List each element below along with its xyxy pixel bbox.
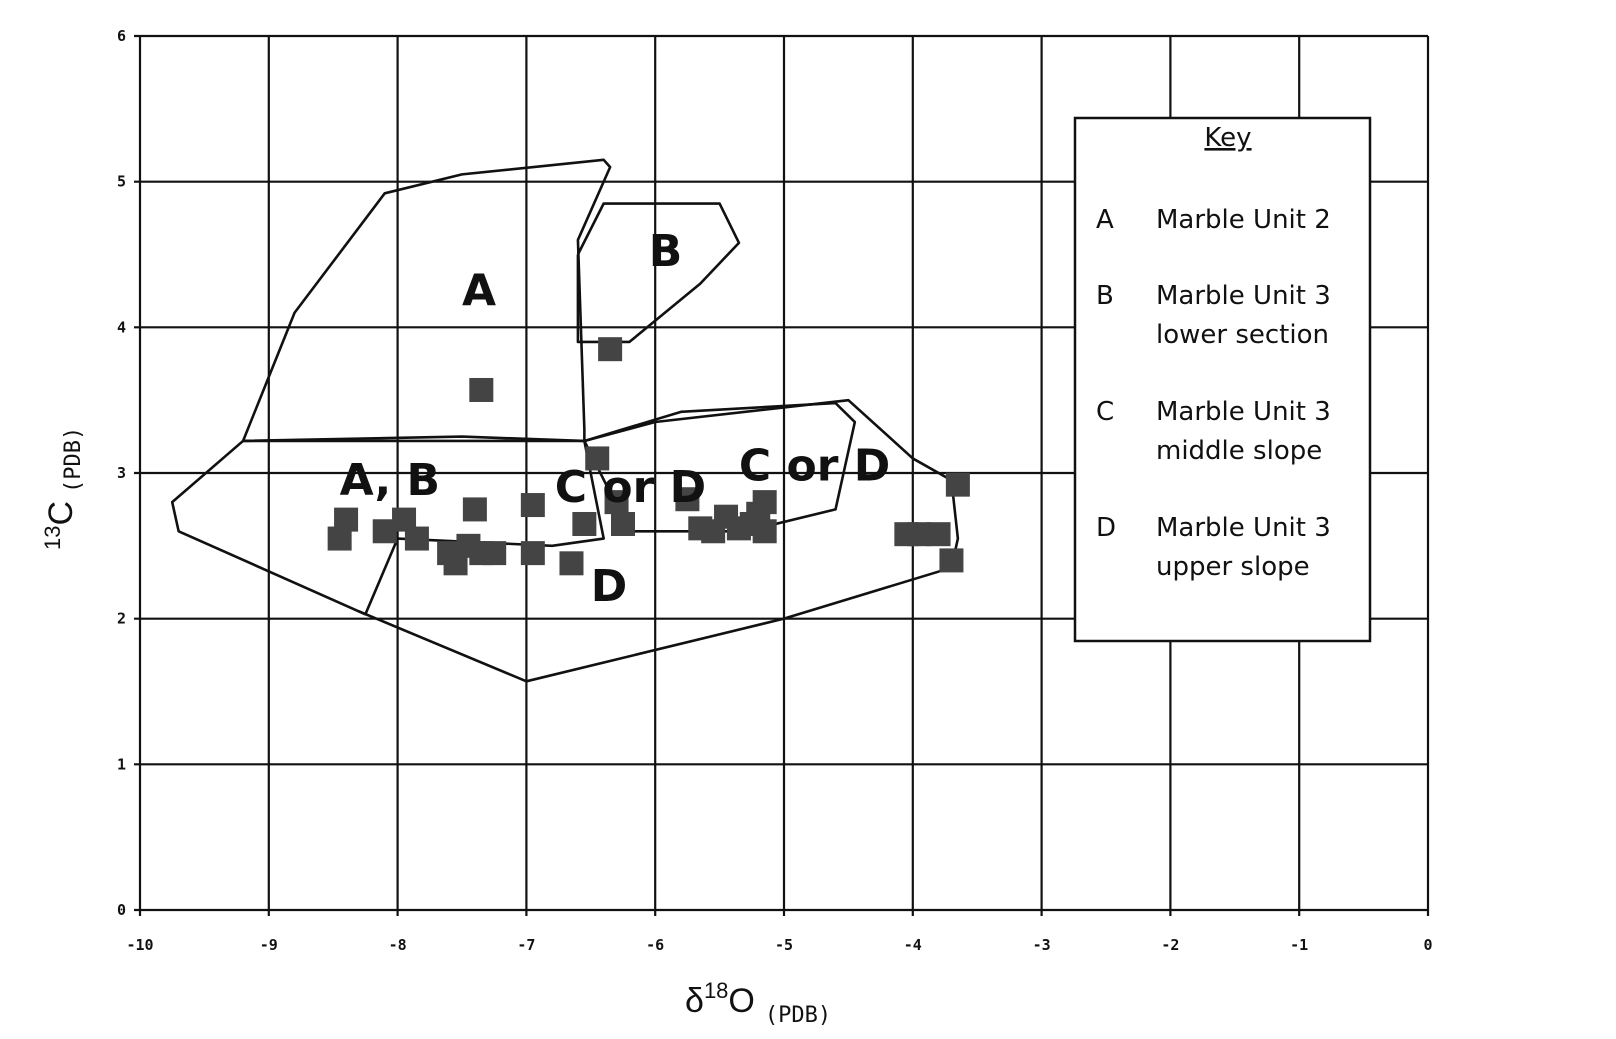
legend-code: A [1096,205,1114,235]
x-tick-label: -10 [126,936,153,954]
region-outlines [170,158,960,683]
legend-label: Marble Unit 3 [1156,397,1331,427]
legend: Key A Marble Unit 2 B Marble Unit 3 lower se… [1073,116,1372,643]
data-point [334,507,359,532]
data-point [675,487,700,512]
x-tick-label: -3 [1033,936,1051,954]
y-axis-letter: C [42,501,80,526]
data-point [604,490,629,515]
region-label: C or D [739,440,890,491]
x-tick-label: -4 [904,936,922,954]
region-outline [170,439,605,616]
region-outline [241,158,612,443]
data-point [404,526,429,551]
region-label: C or D [555,462,706,513]
y-axis-sub: (PDB) [61,427,86,493]
y-tick-label: 1 [117,755,126,773]
legend-label: Marble Unit 2 [1156,205,1331,235]
x-axis-letter: O [728,982,754,1020]
y-tick-label: 5 [117,173,126,191]
region-outline [583,401,857,533]
legend-entries: A Marble Unit 2 B Marble Unit 3 lower sectio… [1096,205,1331,582]
region-label: D [591,561,628,612]
x-axis-delta: δ [685,982,704,1020]
legend-label: lower section [1156,320,1329,350]
data-points [327,337,970,576]
data-point [585,446,610,471]
data-point [752,490,777,515]
region-label: B [649,226,683,277]
y-tick-label: 0 [117,901,126,919]
y-tick-label: 4 [117,318,126,336]
data-point [926,522,951,547]
data-point [752,519,777,544]
y-tick-label: 3 [117,464,126,482]
legend-code: B [1096,281,1114,311]
x-axis-sub: (PDB) [765,1003,831,1028]
x-tick-label: -2 [1161,936,1179,954]
x-tick-labels: -10 -9 -8 -7 -6 -5 -4 -3 -2 -1 0 [126,936,1432,954]
legend-box [1073,116,1372,643]
region-outline [358,398,960,683]
data-point [520,493,545,518]
data-point [598,337,623,362]
y-axis-sup: 13 [40,526,65,550]
x-tick-label: -7 [517,936,535,954]
legend-label: middle slope [1156,436,1322,466]
data-point [469,377,494,402]
region-labels: A B A, B C or D C or D D [340,226,891,612]
data-point [520,541,545,566]
data-point [611,511,635,536]
x-axis-sup: 18 [704,978,728,1003]
legend-label: upper slope [1156,552,1310,582]
x-tick-label: -6 [646,936,664,954]
data-point [572,511,597,536]
data-point [482,541,507,566]
legend-label: Marble Unit 3 [1156,513,1331,543]
y-tick-label: 2 [117,610,126,628]
x-tick-label: 0 [1423,936,1432,954]
legend-label: Marble Unit 3 [1156,281,1331,311]
legend-title: Key [1204,123,1251,153]
data-point [462,497,487,522]
region-label: A [462,265,496,316]
y-tick-labels: 0 1 2 3 4 5 6 [117,27,126,919]
data-point [559,551,584,576]
legend-code: D [1096,513,1116,543]
region-outline [576,202,741,344]
x-tick-label: -9 [260,936,278,954]
x-tick-label: -5 [775,936,793,954]
svg-text:13C(PDB): 13C (PDB) [40,427,86,550]
region-label: A, B [340,455,440,506]
data-point [939,548,964,573]
x-tick-label: -8 [389,936,407,954]
y-tick-label: 6 [117,27,126,45]
legend-code: C [1096,397,1114,427]
data-point [945,472,970,497]
x-tick-label: -1 [1290,936,1308,954]
x-axis-title: δ18O (PDB) [685,978,831,1028]
y-axis-title: 13C (PDB) [40,427,86,550]
